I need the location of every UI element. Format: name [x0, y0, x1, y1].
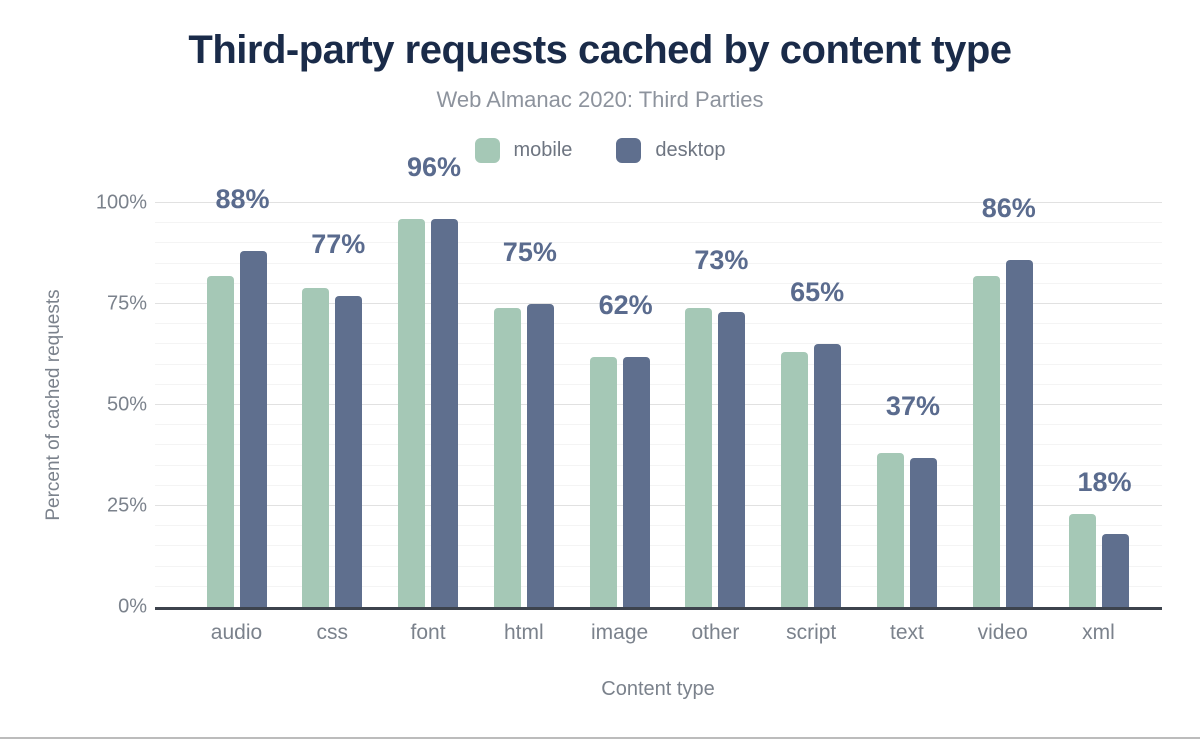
legend-label-mobile: mobile: [513, 139, 573, 161]
gridline-major: [155, 303, 1162, 304]
x-tick-label-audio: audio: [210, 621, 263, 644]
legend: mobile desktop: [0, 138, 1200, 163]
y-axis-title: Percent of cached requests: [43, 289, 64, 521]
gridline-minor: [155, 464, 1162, 466]
bar-desktop-css: [335, 295, 363, 607]
gridline-minor: [155, 383, 1162, 385]
bar-desktop-image: [622, 356, 650, 607]
desktop-swatch-icon: [616, 138, 642, 163]
gridline-minor: [155, 222, 1162, 224]
gridline-minor: [155, 343, 1162, 345]
bottom-divider: [0, 737, 1200, 739]
chart-title: Third-party requests cached by content t…: [188, 28, 1012, 72]
bar-mobile-html: [493, 308, 521, 607]
bar-desktop-font: [431, 219, 459, 607]
x-tick-label-other: other: [691, 621, 740, 644]
x-tick-label-script: script: [786, 621, 837, 644]
gridline-minor: [155, 363, 1162, 365]
x-axis-title: Content type: [601, 678, 715, 700]
gridline-minor: [155, 242, 1162, 244]
gridline-minor: [155, 565, 1162, 567]
x-tick-label-image: image: [591, 621, 649, 644]
gridline-minor: [155, 444, 1162, 446]
x-tick-label-video: video: [977, 621, 1028, 644]
bar-desktop-video: [1005, 259, 1033, 607]
gridline-minor: [155, 262, 1162, 264]
y-tick-label: 25%: [106, 494, 147, 517]
y-tick-label: 50%: [106, 393, 147, 416]
x-tick-label-xml: xml: [1082, 621, 1115, 644]
bar-value-label-video: 86%: [981, 192, 1036, 223]
bar-desktop-script: [814, 344, 842, 607]
legend-item-mobile: mobile: [474, 138, 573, 163]
gridline-minor: [155, 525, 1162, 527]
bar-mobile-audio: [206, 275, 234, 607]
bar-mobile-script: [781, 352, 809, 607]
bar-value-label-css: 77%: [311, 228, 366, 259]
y-tick-label: 75%: [106, 292, 147, 315]
bar-mobile-xml: [1068, 514, 1096, 607]
mobile-swatch-icon: [474, 138, 500, 163]
plot-area: 88% 77% 96% 75% 62% 73% 65% 37% 86% 18%: [155, 152, 1162, 610]
bar-value-label-text: 37%: [885, 390, 940, 421]
bar-mobile-image: [589, 356, 617, 607]
bar-mobile-text: [876, 453, 904, 607]
gridline-minor: [155, 424, 1162, 426]
y-tick-label: 100%: [95, 191, 147, 214]
bar-desktop-html: [526, 304, 554, 607]
bar-desktop-other: [718, 312, 746, 607]
bar-mobile-css: [302, 287, 330, 607]
bar-desktop-xml: [1101, 534, 1129, 607]
bar-value-label-html: 75%: [502, 237, 557, 267]
gridline-minor: [155, 545, 1162, 547]
x-tick-label-html: html: [503, 621, 544, 644]
bar-mobile-video: [972, 275, 1000, 607]
bar-desktop-text: [909, 457, 937, 607]
gridline-minor: [155, 282, 1162, 284]
legend-label-desktop: desktop: [655, 139, 726, 161]
bar-mobile-other: [685, 308, 713, 607]
gridline-major: [155, 202, 1162, 203]
bar-value-label-other: 73%: [694, 245, 749, 276]
gridline-major: [155, 505, 1162, 506]
gridline-minor: [155, 585, 1162, 587]
bar-value-label-font: 96%: [407, 152, 462, 183]
x-tick-label-font: font: [410, 621, 446, 644]
chart-subtitle: Web Almanac 2020: Third Parties: [436, 87, 764, 112]
gridline-major: [155, 404, 1162, 405]
y-tick-label: 0%: [118, 595, 147, 618]
gridline-minor: [155, 323, 1162, 325]
x-tick-label-css: css: [316, 621, 349, 644]
bar-value-label-image: 62%: [598, 289, 653, 320]
bar-mobile-font: [398, 219, 426, 607]
bar-desktop-audio: [239, 251, 267, 607]
bar-value-label-xml: 18%: [1077, 467, 1132, 498]
bar-value-label-script: 65%: [790, 277, 845, 308]
gridline-minor: [155, 484, 1162, 486]
x-tick-label-text: text: [890, 621, 924, 644]
legend-item-desktop: desktop: [616, 138, 725, 163]
bar-value-label-audio: 88%: [215, 184, 270, 215]
